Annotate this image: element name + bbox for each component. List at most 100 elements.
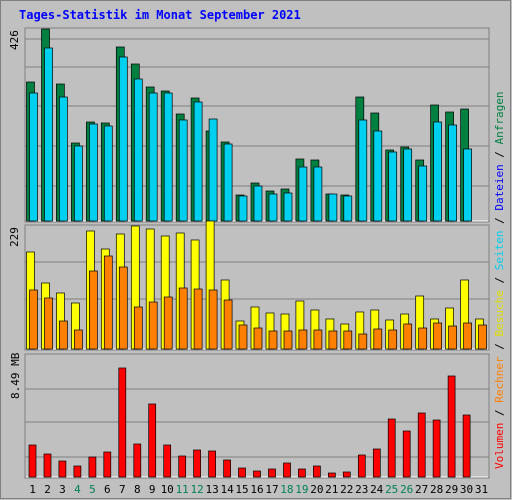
x-label-day-30: 30 bbox=[460, 483, 473, 496]
bar-rechner-24 bbox=[373, 328, 383, 350]
bar-rechner-7 bbox=[118, 266, 128, 350]
bar-volumen-23 bbox=[357, 454, 366, 478]
legend-item-besuche: Besuche bbox=[493, 290, 506, 336]
legend-item-rechner: Rechner bbox=[493, 356, 506, 403]
bar-volumen-7 bbox=[118, 367, 127, 478]
bar-rechner-19 bbox=[298, 329, 308, 350]
legend-item-volumen: Volumen bbox=[493, 423, 506, 469]
x-label-day-21: 21 bbox=[325, 483, 338, 496]
x-day-labels: 1 2 3 4 5 6 7 8 9 10 11 12 13 14 15 16 17 18 19 20 21 22 23 24 2… bbox=[29, 483, 488, 496]
legend-item-anfragen: Anfragen bbox=[493, 91, 506, 144]
x-label-day-24: 24 bbox=[370, 483, 384, 496]
x-label-day-27: 27 bbox=[415, 483, 428, 496]
bar-volumen-9 bbox=[148, 403, 157, 478]
bar-volumen-25 bbox=[387, 418, 396, 478]
legend-separator: / bbox=[493, 211, 506, 231]
bar-volumen-28 bbox=[432, 419, 441, 478]
x-label-day-2: 2 bbox=[44, 483, 51, 496]
bar-volumen-24 bbox=[372, 448, 381, 478]
bar-volumen-19 bbox=[298, 468, 306, 478]
x-label-day-4: 4 bbox=[74, 483, 81, 496]
bar-rechner-28 bbox=[433, 322, 442, 350]
bar-rechner-4 bbox=[74, 329, 83, 350]
bar-rechner-25 bbox=[388, 329, 398, 350]
bar-seiten-30 bbox=[463, 148, 472, 222]
legend-separator: / bbox=[493, 270, 506, 290]
bar-rechner-12 bbox=[193, 288, 203, 350]
bar-seiten-10 bbox=[163, 92, 173, 222]
bar-rechner-1 bbox=[29, 289, 38, 350]
bar-seiten-3 bbox=[59, 96, 68, 222]
legend-separator: / bbox=[493, 144, 506, 164]
bar-seiten-29 bbox=[448, 124, 457, 222]
bar-volumen-18 bbox=[283, 462, 291, 478]
x-label-day-14: 14 bbox=[220, 483, 234, 496]
bar-rechner-21 bbox=[328, 330, 338, 350]
x-label-day-12: 12 bbox=[190, 483, 203, 496]
x-label-day-18: 18 bbox=[280, 483, 293, 496]
bar-rechner-30 bbox=[463, 322, 472, 350]
bar-rechner-26 bbox=[403, 323, 413, 350]
bars bbox=[26, 28, 487, 478]
bar-seiten-18 bbox=[283, 192, 293, 222]
bar-rechner-20 bbox=[313, 329, 323, 350]
bar-seiten-5 bbox=[89, 123, 98, 222]
bar-seiten-1 bbox=[29, 92, 38, 222]
bar-seiten-22 bbox=[343, 195, 353, 222]
bar-seiten-23 bbox=[358, 119, 368, 222]
bar-rechner-29 bbox=[448, 325, 457, 350]
bar-rechner-11 bbox=[178, 287, 188, 350]
bar-volumen-6 bbox=[103, 451, 112, 478]
y-max-label-bottom: 8.49 MB bbox=[9, 352, 22, 399]
bar-rechner-16 bbox=[253, 327, 263, 350]
legend-separator: / bbox=[493, 403, 506, 423]
x-label-day-31: 31 bbox=[475, 483, 488, 496]
bar-seiten-13 bbox=[208, 118, 218, 222]
x-label-day-7: 7 bbox=[119, 483, 126, 496]
bar-volumen-30 bbox=[462, 414, 471, 478]
bar-rechner-27 bbox=[418, 327, 428, 350]
bar-rechner-9 bbox=[148, 301, 158, 350]
x-label-day-11: 11 bbox=[176, 483, 189, 496]
x-label-day-15: 15 bbox=[235, 483, 248, 496]
bar-volumen-8 bbox=[133, 443, 142, 478]
x-label-day-20: 20 bbox=[310, 483, 323, 496]
bar-volumen-21 bbox=[328, 472, 336, 478]
legend-text: Volumen / Rechner / Besuche / Seiten / D… bbox=[493, 91, 506, 469]
bar-volumen-16 bbox=[253, 470, 261, 478]
bar-seiten-26 bbox=[403, 148, 413, 222]
bar-seiten-11 bbox=[178, 119, 188, 222]
bar-volumen-15 bbox=[238, 467, 246, 478]
bar-seiten-24 bbox=[373, 130, 383, 222]
bar-volumen-5 bbox=[88, 456, 97, 478]
y-max-label-top: 426 bbox=[8, 30, 21, 50]
y-max-labels: 426 229 8.49 MB bbox=[8, 30, 22, 399]
bar-volumen-10 bbox=[163, 444, 172, 478]
x-label-day-3: 3 bbox=[59, 483, 66, 496]
bar-volumen-1 bbox=[28, 444, 37, 478]
x-label-day-8: 8 bbox=[134, 483, 141, 496]
bar-volumen-13 bbox=[208, 450, 216, 478]
bar-seiten-27 bbox=[418, 165, 428, 222]
x-label-day-6: 6 bbox=[104, 483, 111, 496]
bar-rechner-18 bbox=[283, 330, 293, 350]
bar-rechner-10 bbox=[163, 296, 173, 350]
bar-seiten-8 bbox=[133, 78, 143, 222]
x-label-day-26: 26 bbox=[400, 483, 413, 496]
bar-rechner-2 bbox=[44, 297, 53, 350]
bar-seiten-14 bbox=[223, 143, 233, 222]
bar-seiten-25 bbox=[388, 151, 398, 222]
bar-volumen-14 bbox=[223, 459, 231, 478]
bar-volumen-22 bbox=[342, 471, 351, 478]
bar-rechner-13 bbox=[208, 289, 218, 350]
legend-item-seiten: Seiten bbox=[493, 231, 506, 271]
legend-separator: / bbox=[493, 337, 506, 357]
x-label-day-5: 5 bbox=[89, 483, 96, 496]
x-label-day-13: 13 bbox=[205, 483, 218, 496]
bar-rechner-15 bbox=[238, 324, 248, 350]
bar-rechner-14 bbox=[223, 299, 233, 350]
bar-seiten-17 bbox=[268, 193, 278, 222]
bar-seiten-21 bbox=[328, 193, 338, 222]
bar-seiten-28 bbox=[433, 121, 442, 222]
